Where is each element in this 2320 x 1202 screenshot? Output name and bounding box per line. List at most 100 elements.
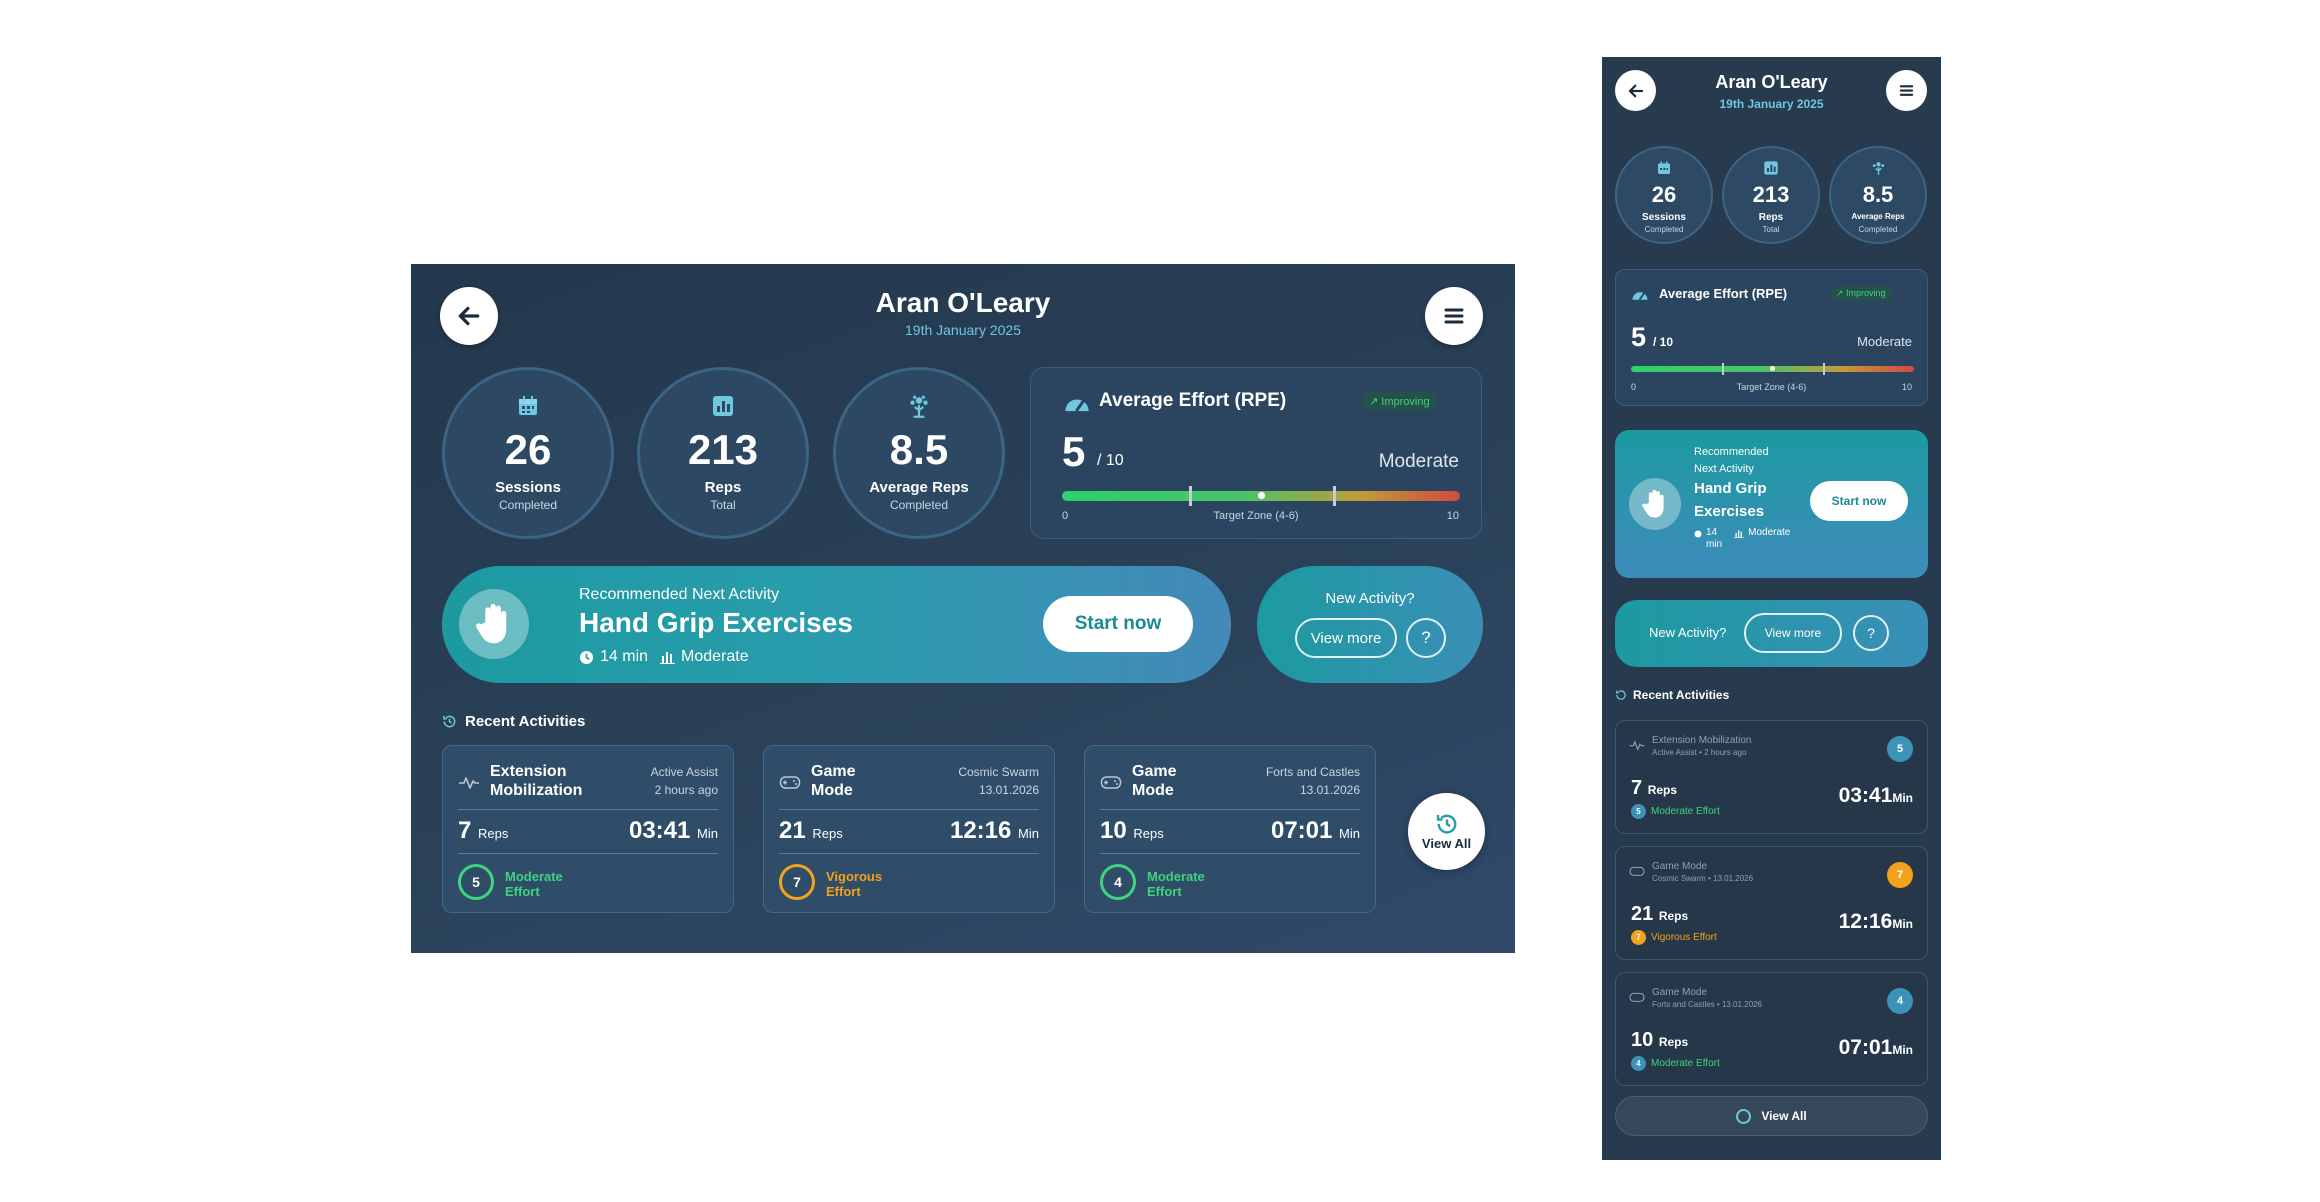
stat-sub: Total	[1762, 225, 1780, 234]
pulse-icon	[1629, 740, 1645, 751]
activity-meta: Forts and Castles • 13.01.2026	[1652, 1000, 1762, 1009]
effort-label: 7 Vigorous Effort	[1631, 930, 1717, 945]
target-zone-end	[1823, 363, 1826, 375]
back-button[interactable]	[1615, 70, 1656, 111]
activity-reps: 10 Reps	[1100, 817, 1164, 844]
profile-name: Aran O'Leary	[1715, 72, 1828, 92]
effort-score-of: / 10	[1653, 335, 1674, 349]
speedometer-icon	[1632, 292, 1648, 300]
activity-meta: Cosmic Swarm • 13.01.2026	[1652, 874, 1754, 883]
effort-title: Average Effort (RPE)	[1659, 286, 1788, 301]
trend-badge-label: Improving	[1846, 288, 1886, 298]
sprout-icon	[910, 395, 928, 418]
divider	[779, 809, 1039, 810]
divider	[1100, 809, 1360, 810]
intensity-bars-icon	[1734, 530, 1744, 538]
effort-label: 5 Moderate Effort	[1631, 804, 1720, 819]
effort-marker	[1769, 366, 1775, 371]
stat-value: 8.5	[889, 426, 949, 473]
activity-title: Game Mode	[1132, 763, 1177, 799]
effort-score-ring: 7	[779, 864, 815, 900]
divider	[458, 809, 718, 810]
stat-sessions: 26 Sessions Completed	[442, 367, 614, 539]
speedometer-icon	[1065, 399, 1089, 412]
profile-date: 19th January 2025	[1719, 97, 1824, 111]
history-icon	[1436, 814, 1456, 834]
clock-icon	[579, 650, 594, 664]
pulse-icon	[459, 777, 479, 789]
stat-label: Average Reps	[1851, 212, 1905, 221]
effort-score-ring: 5	[458, 864, 494, 900]
activity-card[interactable]: Game Mode Forts and Castles • 13.01.2026…	[1615, 972, 1928, 1086]
trend-badge-label: Improving	[1381, 396, 1430, 408]
trend-badge: ↗ Improving	[1830, 286, 1892, 301]
bar-chart-icon	[713, 396, 733, 416]
activity-time: 12:16 Min	[949, 817, 1039, 844]
view-more-button[interactable]: View more	[1744, 613, 1842, 653]
activity-date: 13.01.2026	[978, 783, 1039, 797]
effort-score-badge: 4	[1887, 988, 1913, 1014]
stat-value: 213	[1752, 182, 1790, 207]
menu-button[interactable]	[1425, 287, 1483, 345]
target-zone-start	[1189, 486, 1193, 506]
stat-value: 26	[504, 426, 552, 473]
activity-mode: Active Assist	[650, 765, 718, 779]
scale-min: 0	[1631, 382, 1637, 392]
activity-time: 07:01Min	[1838, 1036, 1913, 1059]
effort-level: Moderate	[1857, 334, 1912, 349]
calendar-icon	[519, 396, 537, 415]
scale-max: 10	[1446, 510, 1459, 522]
scale-max: 10	[1901, 382, 1912, 392]
effort-marker	[1258, 492, 1265, 499]
divider	[1100, 853, 1360, 854]
trend-up-icon: ↗	[1836, 288, 1847, 298]
view-all-label: View All	[1421, 836, 1472, 851]
effort-score: 5	[1062, 428, 1086, 475]
recent-activities-label: Recent Activities	[465, 713, 586, 730]
activity-title: Game Mode	[811, 763, 856, 799]
tablet-dashboard: Aran O'Leary 19th January 2025 26 Sessio…	[411, 264, 1515, 953]
start-now-button[interactable]: Start now	[1043, 596, 1193, 652]
activity-card[interactable]: Game Mode Cosmic Swarm • 13.01.2026 7 21…	[1615, 846, 1928, 960]
recommended-duration: 14 min	[600, 648, 649, 665]
activity-card[interactable]: Game Mode Forts and Castles 13.01.2026 10…	[1084, 745, 1376, 913]
stat-reps: 213 Reps Total	[1722, 146, 1820, 244]
start-now-button[interactable]: Start now	[1810, 481, 1908, 521]
help-button[interactable]: ?	[1406, 618, 1446, 658]
recent-activities-label: Recent Activities	[1633, 688, 1730, 702]
hamburger-icon	[1899, 85, 1914, 96]
activity-time: 12:16Min	[1838, 910, 1913, 933]
gamepad-icon	[779, 776, 801, 789]
history-icon	[443, 715, 456, 728]
hand-icon	[1642, 489, 1664, 518]
stat-label: Reps	[704, 479, 742, 496]
stat-value: 8.5	[1862, 182, 1894, 207]
activity-card[interactable]: Game Mode Cosmic Swarm 13.01.2026 21 Reps…	[763, 745, 1055, 913]
recommended-intensity: Moderate	[1748, 527, 1791, 538]
effort-title: Average Effort (RPE)	[1099, 390, 1287, 411]
view-all-button[interactable]: View All	[1408, 793, 1485, 870]
activity-card[interactable]: Extension Mobilization Active Assist 2 ho…	[442, 745, 734, 913]
recommended-activity-card[interactable]: Recommended Next Activity Hand Grip Exer…	[442, 566, 1231, 683]
activity-date: 13.01.2026	[1299, 783, 1360, 797]
recommended-name: Hand Grip Exercises	[1694, 480, 1767, 520]
target-zone-label: Target Zone (4-6)	[1213, 510, 1299, 522]
history-icon	[1736, 1108, 1752, 1124]
menu-button[interactable]	[1886, 70, 1927, 111]
activity-title: Game Mode	[1652, 861, 1708, 872]
stat-sub: Completed	[498, 498, 558, 512]
profile-date: 19th January 2025	[905, 322, 1021, 338]
view-all-button[interactable]: View All	[1615, 1096, 1928, 1136]
stat-label: Sessions	[495, 479, 561, 496]
recommended-meta: 14 min Moderate	[579, 648, 749, 666]
activity-card[interactable]: Extension Mobilization Active Assist • 2…	[1615, 720, 1928, 834]
back-button[interactable]	[440, 287, 498, 345]
recommended-activity-card[interactable]: Recommended Next Activity Hand Grip Exerci…	[1615, 430, 1928, 578]
question-icon: ?	[1867, 625, 1875, 641]
effort-label: Moderate Effort	[505, 869, 563, 899]
divider	[779, 853, 1039, 854]
view-more-button[interactable]: View more	[1295, 618, 1397, 658]
effort-label: Moderate Effort	[1147, 869, 1205, 899]
gamepad-icon	[1629, 992, 1645, 1002]
help-button[interactable]: ?	[1853, 615, 1889, 651]
